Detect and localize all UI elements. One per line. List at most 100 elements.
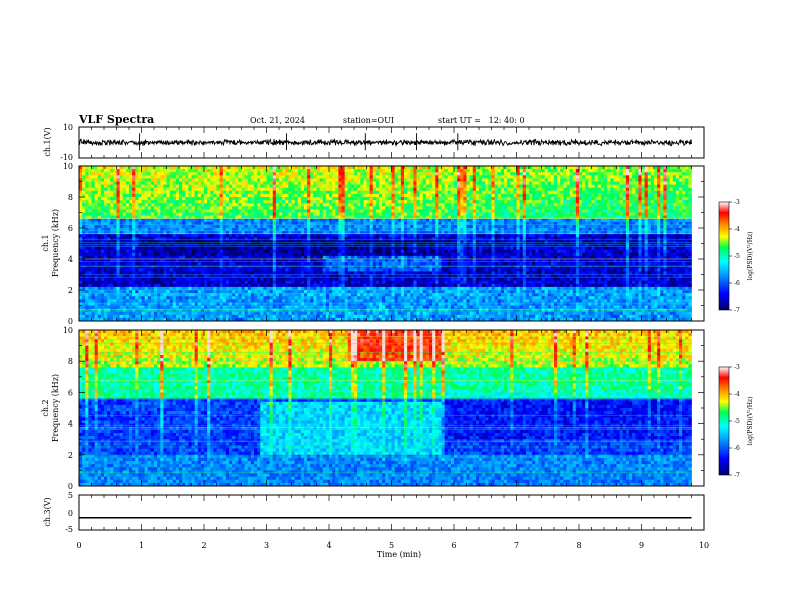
spectrogram-cell [441,221,445,226]
spectrogram-cell [385,209,389,213]
spectrogram-cell [450,187,455,192]
spectrogram-cell [235,187,239,192]
spectrogram-cell [454,200,458,204]
spectrogram-cell [157,169,161,173]
spectrogram-cell [675,200,680,204]
spectrogram-cell [175,175,180,179]
spectrogram-cell [235,209,239,213]
spectrogram-cell [129,228,133,232]
spectrogram-cell [622,178,627,182]
spectrogram-cell [519,178,524,182]
spectrogram-cell [532,228,536,232]
spectrogram-cell [544,172,549,176]
spectrogram-cell [510,184,514,189]
spectrogram-cell [532,200,536,204]
spectrogram-cell [107,212,111,216]
spectrogram-cell [554,181,558,185]
spectrogram-cell [669,221,674,226]
spectrogram-cell [397,209,402,213]
spectrogram-cell [200,215,205,220]
spectrogram-cell [391,184,395,189]
spectrogram-cell [525,203,530,207]
spectrogram-cell [569,203,574,207]
spectrogram-cell [619,228,624,232]
spectrogram-cell [472,212,477,216]
spectrogram-cell [229,197,233,201]
spectrogram-cell [585,184,589,189]
spectrogram-cell [475,200,480,204]
spectrogram-cell [191,206,195,210]
spectrogram-cell [263,190,267,195]
spectrogram-cell [194,175,199,179]
spectrogram-cell [397,228,402,232]
spectrogram-cell [497,215,502,220]
spectrogram-cell [654,231,658,235]
spectrogram-cell [325,178,330,182]
spectrogram-cell [244,178,249,182]
spectrogram-cell [550,172,555,176]
spectrogram-cell [138,212,142,216]
spectrogram-cell [638,175,642,179]
spectrogram-cell [144,203,149,207]
spectrogram-cell [500,166,505,170]
spectrogram-cell [557,240,561,244]
spectrogram-cell [425,181,430,185]
spectrogram-cell [116,240,120,244]
spectrogram-cell [475,212,480,216]
spectrogram-cell [257,206,261,210]
spectrogram-cell [663,221,667,226]
spectrogram-cell [560,169,564,173]
spectrogram-cell [307,172,311,176]
spectrogram-cell [391,169,395,173]
spectrogram-cell [454,181,458,185]
spectrogram-cell [629,203,633,207]
spectrogram-cell [582,181,586,185]
spectrogram-cell [604,197,608,201]
spectrogram-cell [400,166,405,170]
spectrogram-cell [616,218,620,223]
spectrogram-cell [544,221,549,226]
spectrogram-cell [504,212,508,216]
spectrogram-cell [338,166,342,170]
spectrogram-cell [319,193,324,198]
spectrogram-cell [147,197,152,201]
spectrogram-cell [91,166,95,170]
spectrogram-cell [269,203,274,207]
spectrogram-cell [432,224,436,229]
spectrogram-cell [582,215,586,220]
spectrogram-cell [188,184,192,189]
spectrogram-cell [119,221,124,226]
spectrogram-cell [122,190,127,195]
spectrogram-cell [644,197,649,201]
spectrogram-cell [357,181,361,185]
spectrogram-cell [150,203,155,207]
spectrogram-cell [188,234,192,238]
spectrogram-cell [163,231,167,235]
spectrogram-cell [172,172,177,176]
spectrogram-cell [354,169,358,173]
spectrogram-cell [585,209,589,213]
spectrogram-cell [422,187,427,192]
spectrogram-cell [360,218,364,223]
spectrogram-cell [616,184,620,189]
spectrogram-cell [185,172,189,176]
spectrogram-cell [669,172,674,176]
spectrogram-cell [441,212,445,216]
spectrogram-cell [379,197,383,201]
spectrogram-cell [572,187,577,192]
spectrogram-cell [688,209,692,213]
spectrogram-cell [335,209,339,213]
spectrogram-cell [513,178,517,182]
spectrogram-cell [257,218,261,223]
spectrogram-cell [360,240,364,244]
spectrogram-cell [260,240,264,244]
spectrogram-cell [600,169,605,173]
spectrogram-cell [654,228,658,232]
spectrogram-cell [482,169,486,173]
spectrogram-cell [525,184,530,189]
spectrogram-cell [241,187,245,192]
spectrogram-cell [572,175,577,179]
spectrogram-cell [304,172,308,176]
spectrogram-cell [519,169,524,173]
spectrogram-cell [132,197,136,201]
